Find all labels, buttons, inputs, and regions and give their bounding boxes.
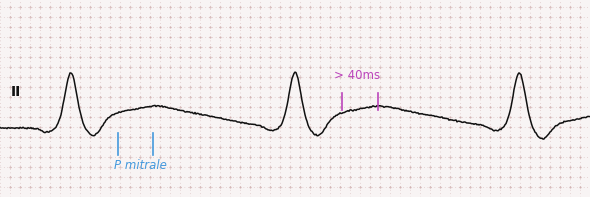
Text: P mitrale: P mitrale [114,159,167,172]
Text: > 40ms: > 40ms [334,69,381,82]
Text: II: II [11,85,21,99]
